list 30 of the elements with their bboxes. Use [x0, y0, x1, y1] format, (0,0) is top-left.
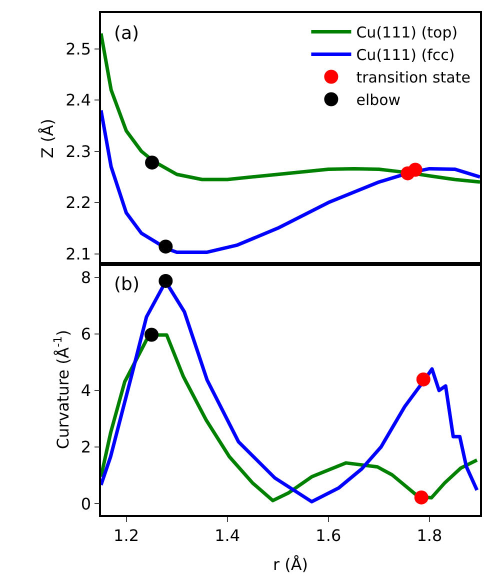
- y-tick-label: 2.5: [66, 39, 92, 58]
- annotation: (a): [114, 23, 140, 44]
- y-tick-label: 6: [80, 324, 92, 344]
- y-tick-label: 2.4: [66, 90, 92, 110]
- point: [414, 490, 428, 504]
- y-tick-label: 2.2: [66, 193, 92, 212]
- x-tick-label: 1.2: [114, 526, 139, 545]
- point: [158, 274, 173, 288]
- point: [158, 240, 173, 254]
- y-axis-title: Z (Å): [38, 118, 57, 158]
- legend-label: Cu(111) (top): [356, 24, 458, 42]
- annotation: (b): [114, 274, 140, 295]
- point: [145, 156, 160, 170]
- x-tick-label: 1.4: [214, 526, 240, 545]
- x-axis-title: r (Å): [272, 555, 308, 574]
- legend-label: Cu(111) (fcc): [356, 46, 455, 64]
- point: [408, 162, 422, 177]
- y-tick-label: 2.1: [66, 244, 92, 264]
- x-tick-label: 1.6: [316, 526, 342, 545]
- y-tick-label: 8: [80, 268, 92, 287]
- y-tick-label: 2.3: [66, 142, 92, 161]
- legend-label: transition state: [356, 68, 470, 87]
- y-tick-label: 4: [80, 381, 92, 400]
- x-tick-label: 1.8: [416, 526, 442, 545]
- legend-label: elbow: [356, 91, 401, 110]
- point: [144, 328, 159, 342]
- point: [416, 372, 430, 386]
- y-tick-label: 0: [80, 494, 92, 514]
- y-tick-label: 2: [80, 438, 92, 457]
- line-series: [101, 108, 480, 254]
